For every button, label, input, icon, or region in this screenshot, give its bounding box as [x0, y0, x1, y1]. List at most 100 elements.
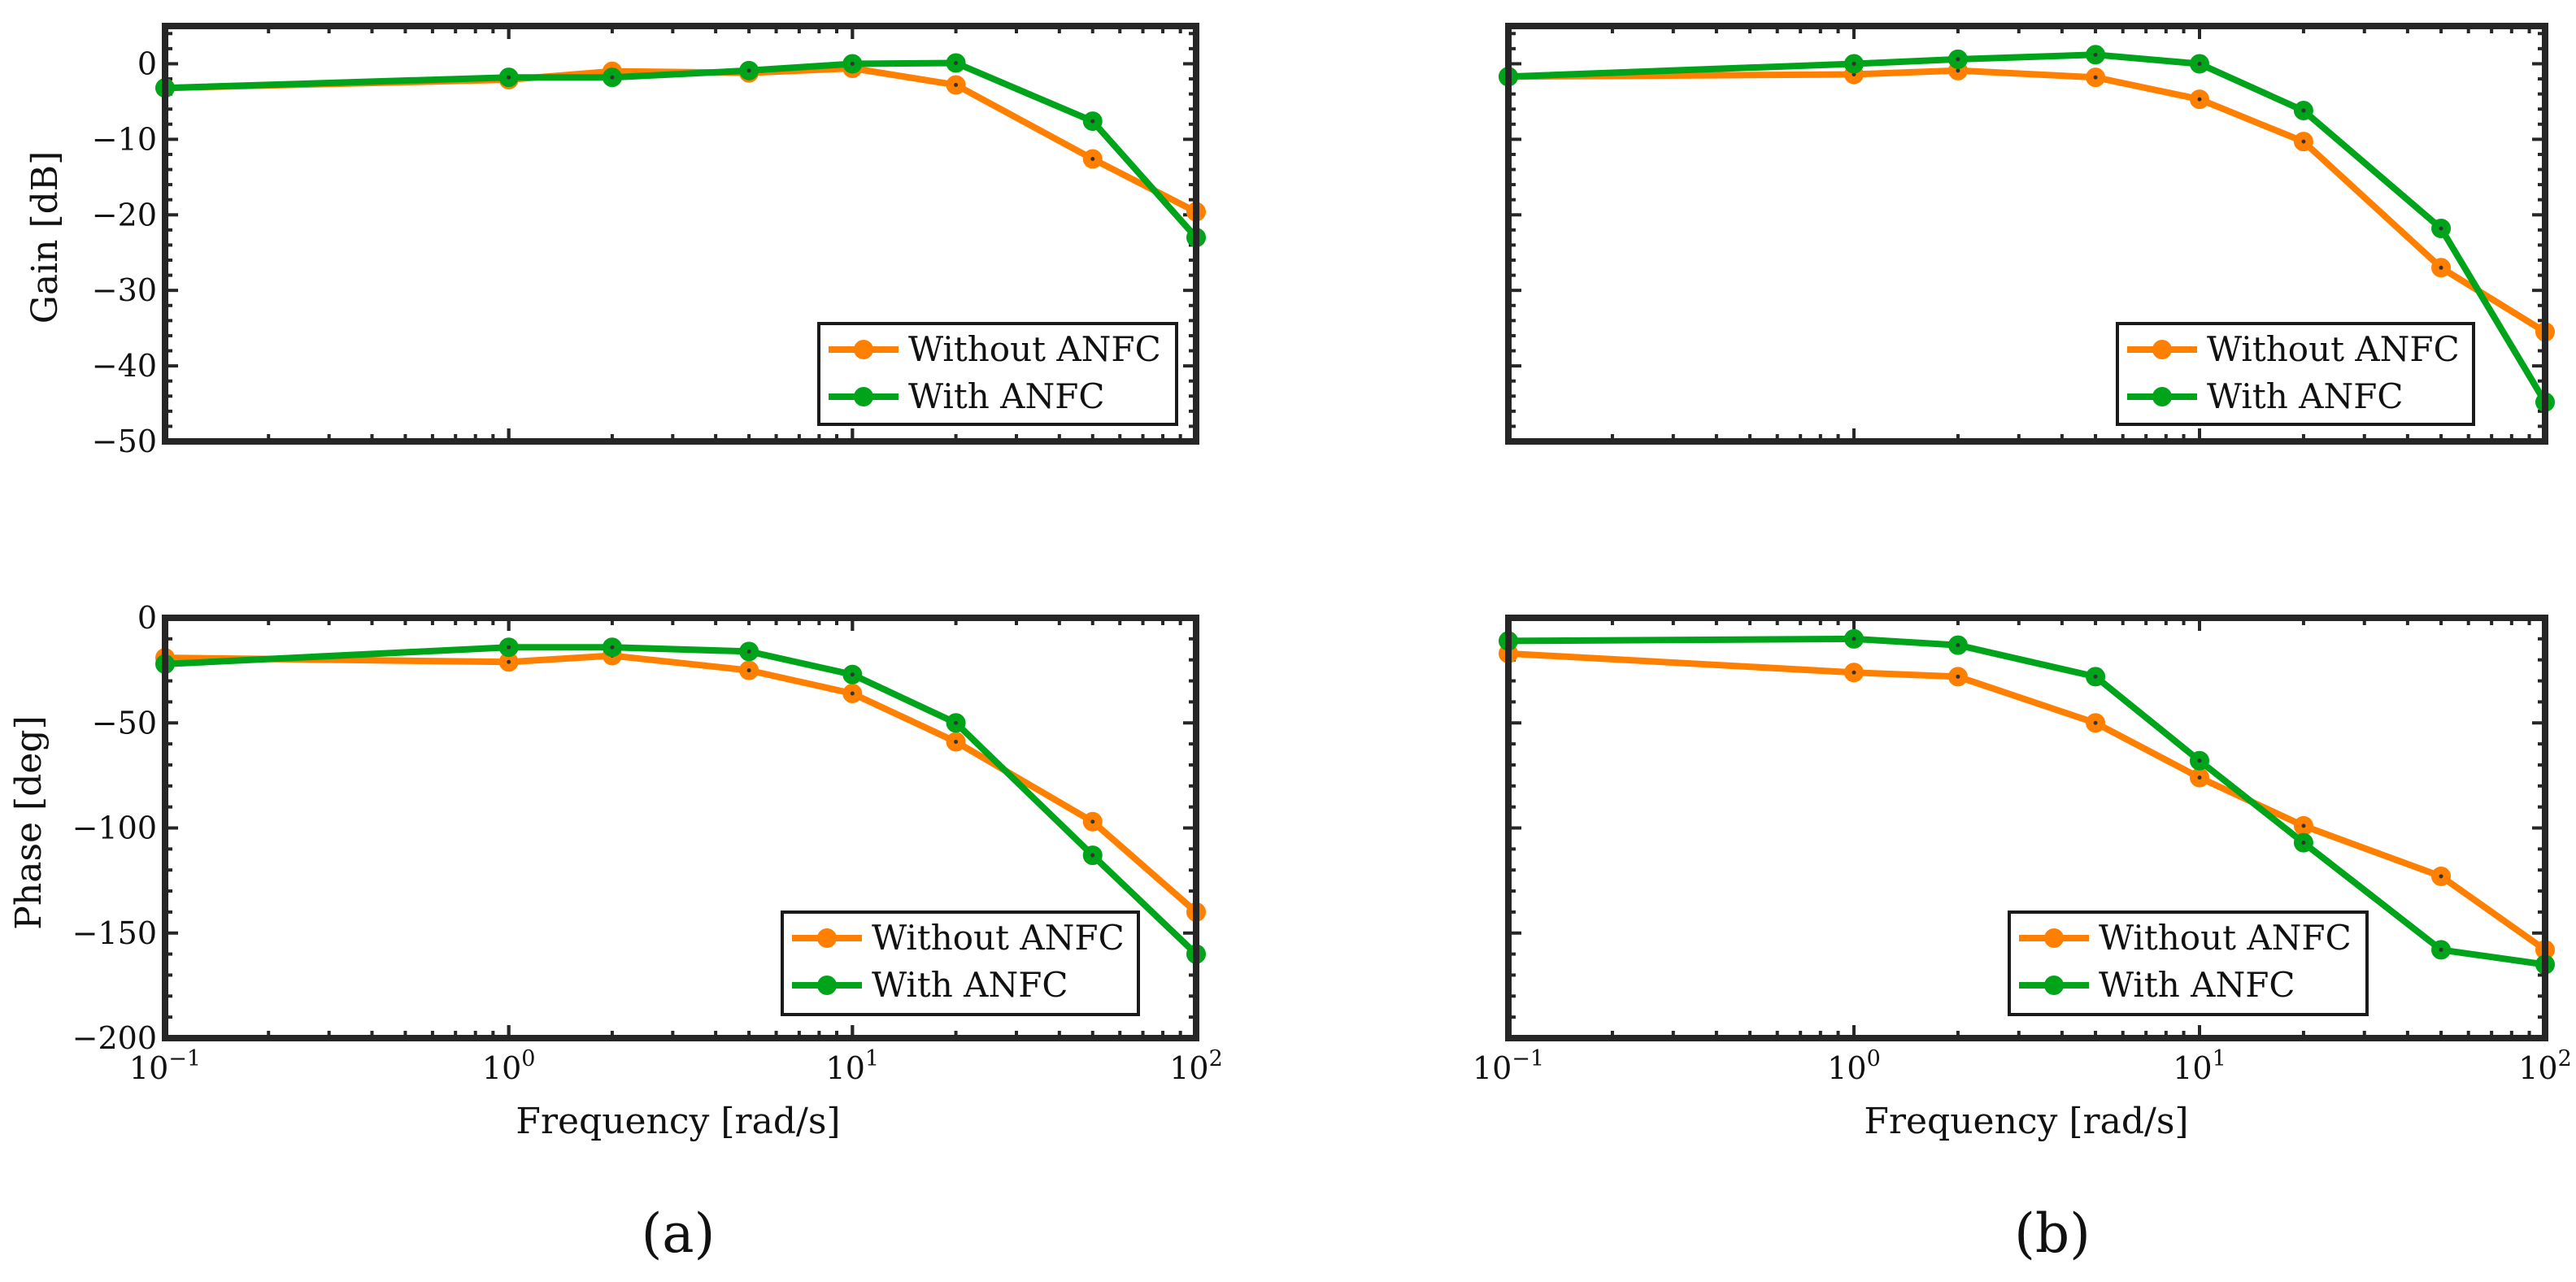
legend-box	[781, 910, 1140, 1016]
legend-swatch-marker-without	[2044, 928, 2064, 948]
legend-box	[2008, 910, 2369, 1016]
data-point-center	[850, 61, 855, 66]
data-point-center	[2197, 775, 2202, 780]
data-point-center	[610, 75, 615, 80]
legend-box	[817, 322, 1178, 426]
subplot-b-gain: Without ANFC With ANFC	[1499, 23, 2555, 445]
y-tick-label: −40	[92, 348, 157, 384]
legend-swatch-marker-without	[2152, 340, 2172, 359]
series-line-without-anfc	[164, 652, 1199, 915]
data-point-center	[2197, 97, 2202, 102]
data-point-center	[850, 691, 855, 696]
legend-b-phase: Without ANFC With ANFC	[2008, 910, 2369, 1016]
y-tick-label: −30	[92, 272, 157, 308]
x-tick-label: 10−1	[129, 1046, 201, 1086]
x-tick-label: 102	[1169, 1046, 1223, 1086]
series-line-without-anfc	[1508, 67, 2548, 335]
data-point-center	[1090, 157, 1095, 162]
data-point-center	[1956, 674, 1960, 679]
y-tick-label: −10	[92, 121, 157, 157]
subplot-b-phase: 10−1 100 101 102 Without ANFC With ANFC	[1473, 615, 2572, 1086]
y-tick-label: −200	[72, 1020, 157, 1056]
y-tick-label: −100	[72, 810, 157, 846]
data-point-center	[954, 720, 959, 725]
x-tick-label: 101	[826, 1046, 880, 1086]
x-tick-label: 10−1	[1473, 1046, 1544, 1086]
x-axis-label-a: Frequency [rad/s]	[516, 1101, 840, 1142]
data-point-center	[2439, 265, 2443, 270]
plots-layer: 0 −10 −20 −30 −40 −50 Without ANFC With ANFC 0 −5…	[72, 23, 2572, 1086]
panel-label-a: (a)	[642, 1202, 716, 1265]
phase-y-axis-label: Phase [deg]	[8, 715, 50, 929]
data-point-center	[2197, 758, 2202, 763]
data-point-center	[2439, 874, 2443, 879]
subplot-a-gain: 0 −10 −20 −30 −40 −50 Without ANFC With ANFC	[92, 23, 1206, 459]
y-tick-label: 0	[137, 600, 157, 636]
axes-box-b-phase	[1505, 615, 2548, 1041]
data-point-center	[954, 740, 959, 745]
data-point-center	[2301, 139, 2306, 144]
data-point-center	[1956, 68, 1960, 73]
x-axis-label-b: Frequency [rad/s]	[1864, 1101, 2188, 1142]
axes-box-b-gain	[1505, 23, 2548, 445]
legend-label-with: With ANFC	[2099, 965, 2295, 1005]
data-point-center	[746, 649, 751, 654]
legend-swatch-marker-with	[854, 387, 873, 406]
gain-y-axis-label: Gain [dB]	[24, 151, 66, 324]
series-line-with-anfc	[164, 644, 1199, 957]
data-point-center	[2093, 75, 2098, 80]
series-line-with-anfc	[1508, 635, 2546, 968]
x-tick-label: 100	[1827, 1046, 1881, 1086]
data-point-center	[2301, 108, 2306, 113]
data-point-center	[1090, 819, 1095, 824]
x-tick-label: 101	[2173, 1046, 2226, 1086]
data-point-center	[507, 659, 511, 664]
legend-swatch-marker-with	[2044, 976, 2064, 995]
legend-swatch-marker-with	[2152, 387, 2172, 406]
legend-swatch-marker-without	[817, 928, 837, 948]
data-point-center	[507, 75, 511, 80]
panel-label-b: (b)	[2014, 1202, 2091, 1265]
data-point-center	[610, 645, 615, 650]
legend-swatch-marker-without	[854, 340, 873, 359]
axes-box-a-phase	[162, 615, 1199, 1041]
legend-label-without: Without ANFC	[2207, 329, 2460, 369]
data-point-center	[1956, 57, 1960, 62]
data-point-center	[2439, 226, 2443, 231]
legend-label-with: With ANFC	[908, 376, 1105, 416]
data-point-center	[507, 645, 511, 650]
y-tick-label: −50	[92, 705, 157, 741]
legend-b-gain: Without ANFC With ANFC	[2116, 322, 2475, 426]
data-point-center	[1090, 119, 1095, 124]
legend-label-without: Without ANFC	[872, 918, 1125, 958]
data-point-center	[850, 672, 855, 677]
legend-a-phase: Without ANFC With ANFC	[781, 910, 1140, 1016]
data-point-center	[746, 668, 751, 673]
data-point-center	[954, 61, 959, 66]
x-tick-label: 102	[2518, 1046, 2572, 1086]
x-tick-label: 100	[482, 1046, 536, 1086]
legend-label-without: Without ANFC	[908, 329, 1161, 369]
data-point-center	[2093, 674, 2098, 679]
legend-a-gain: Without ANFC With ANFC	[817, 322, 1178, 426]
axes-box-a-gain	[162, 23, 1199, 445]
data-point-center	[1090, 853, 1095, 858]
legend-box	[2116, 322, 2475, 426]
data-point-center	[2301, 841, 2306, 845]
y-tick-label: −20	[92, 197, 157, 232]
y-tick-label: −50	[92, 424, 157, 459]
data-point-center	[1852, 61, 1856, 66]
y-tick-label: 0	[137, 46, 157, 81]
y-tick-label: −150	[72, 915, 157, 951]
data-point-center	[1956, 643, 1960, 648]
data-point-center	[2093, 52, 2098, 57]
data-point-center	[2439, 947, 2443, 952]
legend-label-without: Without ANFC	[2099, 918, 2352, 958]
data-point-center	[746, 68, 751, 73]
data-point-center	[2301, 824, 2306, 828]
data-point-center	[1852, 637, 1856, 641]
data-point-center	[2093, 720, 2098, 725]
data-point-center	[954, 82, 959, 87]
series-line-with-anfc	[164, 59, 1199, 240]
